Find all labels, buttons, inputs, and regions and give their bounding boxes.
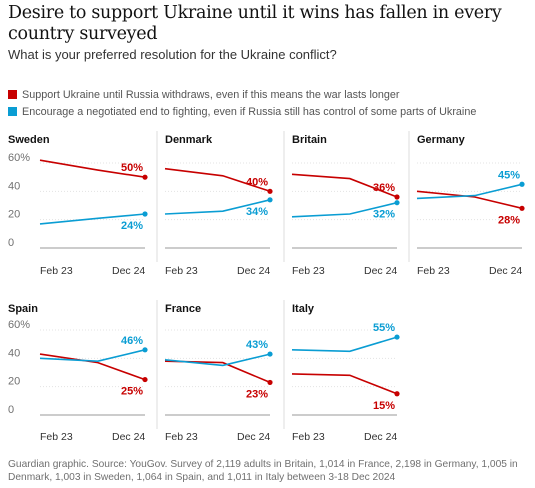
x-tick-label: Dec 24 <box>112 431 145 443</box>
end-point-support <box>519 205 525 211</box>
data-label-negotiate: 46% <box>121 335 143 347</box>
chart-title: Desire to support Ukraine until it wins … <box>8 3 502 44</box>
data-label-support: 28% <box>498 214 520 226</box>
end-point-support <box>267 379 273 386</box>
end-point-negotiate <box>142 211 148 217</box>
x-tick-label: Feb 23 <box>417 265 450 277</box>
y-tick-label: 40 <box>8 347 20 359</box>
data-label-negotiate: 43% <box>246 339 268 351</box>
panel-title-britain: Britain <box>292 134 327 146</box>
legend-label-support: Support Ukraine until Russia withdraws, … <box>22 89 400 101</box>
end-point-negotiate <box>267 351 273 357</box>
y-tick-label: 40 <box>8 180 20 192</box>
series-line-negotiate <box>164 353 271 367</box>
data-label-negotiate: 34% <box>246 206 268 218</box>
panel-title-italy: Italy <box>292 303 315 315</box>
series-line-negotiate <box>416 183 523 200</box>
end-point-negotiate <box>394 334 400 340</box>
data-label-support: 36% <box>373 182 395 194</box>
data-label-support: 23% <box>246 388 268 400</box>
x-tick-label: Feb 23 <box>292 431 325 443</box>
series-line-support <box>164 167 271 193</box>
end-point-negotiate <box>394 200 400 206</box>
series-line-negotiate <box>291 201 398 218</box>
end-point-negotiate <box>267 197 273 203</box>
series-line-negotiate <box>39 349 146 363</box>
x-tick-label: Feb 23 <box>165 431 198 443</box>
panel-title-germany: Germany <box>417 134 466 146</box>
panel-title-france: France <box>165 303 201 315</box>
legend-item-negotiate: Encourage a negotiated end to fighting, … <box>8 106 476 118</box>
x-tick-label: Dec 24 <box>112 265 145 277</box>
end-point-negotiate <box>142 347 148 353</box>
x-tick-label: Dec 24 <box>364 431 397 443</box>
end-point-support <box>394 194 400 200</box>
series-line-negotiate <box>291 336 398 353</box>
legend-label-negotiate: Encourage a negotiated end to fighting, … <box>22 106 477 118</box>
x-tick-label: Feb 23 <box>165 265 198 277</box>
source-footnote: Guardian graphic. Source: YouGov. Survey… <box>8 459 518 483</box>
series-line-negotiate <box>39 213 146 225</box>
x-tick-label: Dec 24 <box>237 265 270 277</box>
series-line-support <box>291 373 398 395</box>
panel-title-sweden: Sweden <box>8 134 50 146</box>
series-line-support <box>39 159 146 178</box>
x-tick-label: Feb 23 <box>40 265 73 277</box>
data-label-negotiate: 32% <box>373 209 395 221</box>
y-tick-label: 20 <box>8 209 20 221</box>
y-tick-label: 0 <box>8 404 14 416</box>
series-line-support <box>416 190 523 210</box>
end-point-support <box>267 188 273 194</box>
y-tick-label: 60% <box>8 152 30 164</box>
x-tick-label: Feb 23 <box>40 431 73 443</box>
legend-item-support: Support Ukraine until Russia withdraws, … <box>8 89 399 101</box>
y-tick-label: 20 <box>8 376 20 388</box>
x-tick-label: Feb 23 <box>292 265 325 277</box>
y-tick-label: 60% <box>8 319 30 331</box>
data-label-negotiate: 45% <box>498 169 520 181</box>
y-tick-label: 0 <box>8 237 14 249</box>
legend-swatch-support <box>8 90 17 99</box>
end-point-support <box>142 174 148 180</box>
data-label-support: 50% <box>121 162 143 174</box>
x-tick-label: Dec 24 <box>364 265 397 277</box>
data-label-support: 40% <box>246 176 268 188</box>
x-tick-label: Dec 24 <box>237 431 270 443</box>
data-label-negotiate: 55% <box>373 322 395 334</box>
panel-title-spain: Spain <box>8 303 38 315</box>
data-label-support: 15% <box>373 400 395 412</box>
data-label-negotiate: 24% <box>121 220 143 232</box>
end-point-support <box>142 376 148 383</box>
series-line-support <box>39 353 146 381</box>
data-label-support: 25% <box>121 386 143 398</box>
end-point-negotiate <box>519 181 525 187</box>
series-line-negotiate <box>164 199 271 215</box>
x-tick-label: Dec 24 <box>489 265 522 277</box>
chart-subtitle: What is your preferred resolution for th… <box>8 47 337 62</box>
series-line-support <box>291 173 398 198</box>
end-point-support <box>394 391 400 397</box>
panel-title-denmark: Denmark <box>165 134 213 146</box>
legend-swatch-negotiate <box>8 107 17 116</box>
